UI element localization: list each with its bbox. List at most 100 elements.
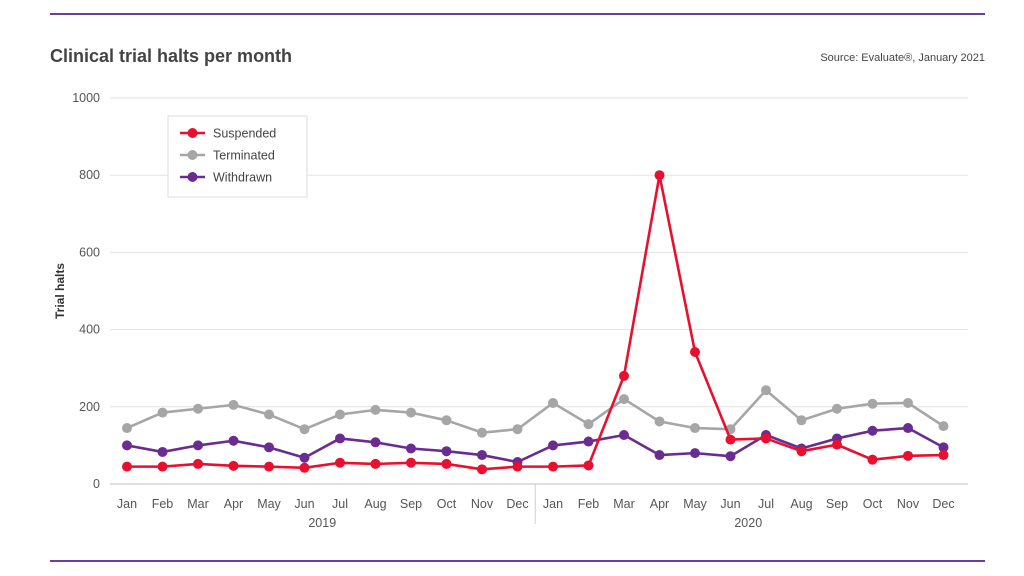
legend-label-suspended: Suspended — [213, 127, 276, 141]
series-line-withdrawn — [126, 426, 945, 464]
x-tick-label-5: May — [257, 497, 281, 511]
y-tick-label-800: 800 — [79, 168, 100, 182]
point-withdrawn-22 — [867, 425, 878, 436]
year-label-2019: 2019 — [308, 516, 336, 530]
point-withdrawn-13 — [548, 440, 558, 451]
x-tick-label-3: Mar — [187, 497, 209, 511]
point-withdrawn-1 — [122, 440, 132, 451]
point-withdrawn-15 — [619, 429, 629, 440]
point-suspended-24 — [938, 450, 949, 461]
point-terminated-9 — [406, 407, 416, 418]
y-tick-label-0: 0 — [93, 477, 100, 491]
legend: Suspended Terminated Withdrawn — [167, 115, 308, 198]
x-tick-label-17: May — [683, 497, 707, 511]
x-tick-label-12: Dec — [506, 497, 528, 511]
y-tick-label-600: 600 — [79, 245, 100, 259]
x-tick-label-1: Jan — [117, 497, 137, 511]
source-note: Source: Evaluate®, January 2021 — [820, 52, 985, 64]
point-withdrawn-17 — [690, 448, 700, 459]
point-terminated-8 — [370, 404, 381, 415]
point-suspended-16 — [654, 170, 665, 181]
y-axis-title: Trial halts — [53, 263, 67, 319]
point-withdrawn-24 — [938, 442, 949, 453]
point-suspended-15 — [619, 370, 629, 381]
x-tick-label-20: Aug — [790, 497, 812, 511]
point-terminated-21 — [832, 403, 842, 414]
point-terminated-23 — [903, 397, 913, 408]
point-suspended-11 — [477, 464, 487, 475]
point-terminated-19 — [761, 385, 771, 396]
point-suspended-8 — [370, 458, 381, 469]
point-terminated-15 — [619, 394, 629, 405]
point-suspended-18 — [725, 434, 736, 445]
x-tick-label-10: Oct — [437, 497, 457, 511]
x-tick-label-9: Sep — [400, 497, 422, 511]
point-suspended-13 — [548, 461, 558, 472]
x-tick-label-21: Sep — [826, 497, 848, 511]
x-tick-label-4: Apr — [224, 497, 243, 511]
x-tick-label-19: Jul — [758, 497, 774, 511]
point-suspended-20 — [796, 446, 807, 457]
point-terminated-22 — [867, 398, 878, 409]
point-suspended-19 — [761, 433, 771, 444]
point-suspended-9 — [406, 457, 416, 468]
point-suspended-5 — [264, 461, 274, 472]
point-terminated-11 — [477, 427, 487, 438]
point-withdrawn-7 — [335, 433, 345, 444]
x-tick-label-16: Apr — [650, 497, 669, 511]
series-line-terminated — [126, 388, 945, 434]
x-tick-label-13: Jan — [543, 497, 563, 511]
point-suspended-4 — [228, 460, 239, 471]
point-withdrawn-11 — [477, 450, 487, 461]
point-terminated-17 — [690, 423, 700, 434]
x-tick-label-6: Jun — [294, 497, 314, 511]
x-tick-label-23: Nov — [897, 497, 920, 511]
point-withdrawn-18 — [725, 451, 736, 462]
point-suspended-12 — [512, 461, 523, 472]
point-terminated-3 — [193, 403, 203, 414]
y-tick-label-400: 400 — [79, 323, 100, 337]
x-tick-label-15: Mar — [613, 497, 635, 511]
point-terminated-10 — [441, 415, 452, 426]
legend-marker-withdrawn — [187, 172, 198, 182]
point-terminated-2 — [157, 407, 168, 418]
legend-marker-terminated — [187, 150, 198, 160]
x-tick-label-24: Dec — [932, 497, 954, 511]
x-tick-label-2: Feb — [152, 497, 174, 511]
point-suspended-10 — [441, 458, 452, 469]
legend-label-withdrawn: Withdrawn — [213, 171, 272, 185]
point-terminated-7 — [335, 409, 345, 420]
point-suspended-17 — [690, 346, 700, 357]
point-withdrawn-4 — [228, 435, 239, 446]
legend-marker-suspended — [187, 128, 198, 138]
year-label-2020: 2020 — [734, 516, 762, 530]
x-tick-label-7: Jul — [332, 497, 348, 511]
x-tick-label-18: Jun — [720, 497, 740, 511]
point-suspended-6 — [299, 462, 310, 473]
bottom-divider — [50, 560, 985, 562]
point-terminated-20 — [796, 415, 807, 426]
y-tick-label-1000: 1000 — [72, 91, 100, 105]
point-withdrawn-14 — [583, 436, 594, 447]
point-terminated-13 — [548, 397, 558, 408]
point-terminated-5 — [264, 409, 274, 420]
point-withdrawn-6 — [299, 452, 310, 463]
point-suspended-22 — [867, 454, 878, 465]
x-tick-label-14: Feb — [578, 497, 600, 511]
point-suspended-2 — [157, 461, 168, 472]
point-terminated-12 — [512, 424, 523, 435]
point-suspended-1 — [122, 461, 132, 472]
point-suspended-14 — [583, 460, 594, 471]
y-tick-label-200: 200 — [79, 400, 100, 414]
point-withdrawn-16 — [654, 450, 665, 461]
point-terminated-1 — [122, 423, 132, 434]
point-suspended-23 — [903, 450, 913, 461]
point-withdrawn-23 — [903, 423, 913, 434]
legend-label-terminated: Terminated — [213, 149, 275, 163]
point-withdrawn-10 — [441, 446, 452, 457]
point-withdrawn-9 — [406, 443, 416, 454]
x-tick-label-8: Aug — [364, 497, 386, 511]
point-terminated-4 — [228, 399, 239, 410]
point-terminated-14 — [583, 419, 594, 430]
